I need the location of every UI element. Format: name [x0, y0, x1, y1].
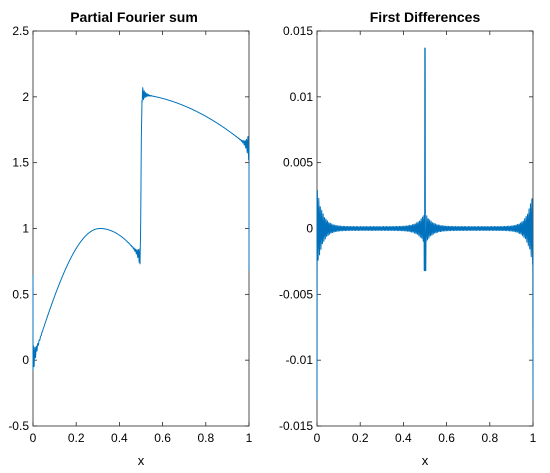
- y-tick-label: 2: [22, 90, 29, 104]
- y-tick-label: 0.01: [290, 90, 314, 104]
- y-tick-label: 0.005: [283, 156, 313, 170]
- x-tick-label: 0.8: [481, 431, 498, 445]
- y-tick-label: -0.015: [279, 419, 313, 433]
- chart-right-title: First Differences: [370, 9, 481, 25]
- y-tick-label: 0.015: [283, 24, 313, 38]
- y-tick-label: 1: [22, 222, 29, 236]
- x-tick-label: 0: [314, 431, 321, 445]
- x-tick-label: 0.8: [197, 431, 214, 445]
- chart-right-xlabel: x: [422, 453, 429, 468]
- chart-right-series-line: [316, 47, 534, 400]
- chart-left-title: Partial Fourier sum: [70, 9, 198, 25]
- chart-left-xlabel: x: [138, 453, 145, 468]
- x-tick-label: 0.4: [111, 431, 128, 445]
- chart-right-ticks: 0 0.2 0.4 0.6 0.8 1 -0.015 -0.01 -0.005 0 0.005 0.0…: [279, 24, 537, 445]
- y-tick-label: 0.5: [12, 287, 29, 301]
- x-tick-label: 0.2: [68, 431, 85, 445]
- y-tick-label: 2.5: [12, 24, 29, 38]
- y-tick-label: 0: [306, 222, 313, 236]
- y-tick-label: -0.5: [8, 419, 29, 433]
- chart-left-series-line: [32, 87, 250, 371]
- chart-left-ticks: 0 0.2 0.4 0.6 0.8 1-0.500.511.522.5: [8, 24, 252, 445]
- x-tick-label: 0.4: [395, 431, 412, 445]
- x-tick-label: 1: [246, 431, 253, 445]
- x-tick-label: 0.2: [352, 431, 369, 445]
- x-tick-label: 1: [530, 431, 537, 445]
- y-tick-label: -0.005: [279, 287, 313, 301]
- x-tick-label: 0.6: [438, 431, 455, 445]
- x-tick-label: 0: [30, 431, 37, 445]
- y-tick-label: -0.01: [286, 353, 314, 367]
- chart-left: Partial Fourier sum 0 0.2 0.4 0.6 0.8 1-0.500…: [8, 9, 252, 468]
- y-tick-label: 1.5: [12, 156, 29, 170]
- x-tick-label: 0.6: [154, 431, 171, 445]
- y-tick-label: 0: [22, 353, 29, 367]
- chart-right: First Differences 0 0.2 0.4 0.6 0.8 1 -0.015 -0…: [279, 9, 537, 468]
